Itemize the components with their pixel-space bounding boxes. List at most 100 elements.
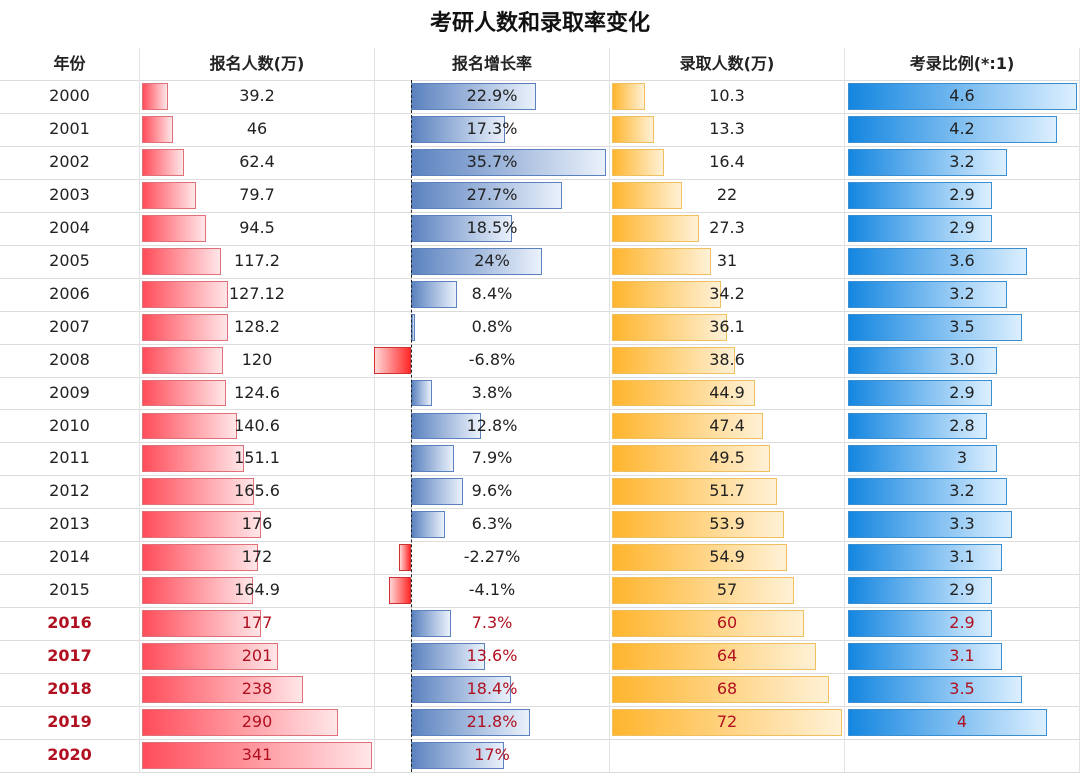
value-admitted: 64: [716, 646, 738, 666]
value-year: 2007: [49, 316, 90, 336]
value-registrants: 127.12: [229, 283, 285, 303]
value-admitted: 16.4: [709, 151, 745, 171]
cell-growth: 27.7%: [375, 178, 610, 212]
value-registrants: 120: [241, 349, 273, 369]
table-row: 2008 120 -6.8% 38.6 3.0: [0, 343, 1080, 378]
value-growth: 27.7%: [466, 184, 518, 204]
bar-registrants: [142, 742, 372, 769]
table-row: 2014 172 -2.27% 54.9 3.1: [0, 541, 1080, 576]
cell-growth: 13.6%: [375, 640, 610, 674]
growth-zero-axis: [411, 80, 412, 772]
value-registrants: 94.5: [239, 217, 275, 237]
cell-admitted: 27.3: [610, 211, 845, 245]
table-row: 2001 46 17.3% 13.3 4.2: [0, 112, 1080, 147]
value-admitted: 13.3: [709, 118, 745, 138]
bar-admitted: [612, 214, 700, 242]
cell-year: 2003: [0, 178, 140, 212]
cell-admitted: 54.9: [610, 541, 845, 575]
bar-ratio: [848, 148, 1008, 176]
value-registrants: 124.6: [234, 382, 280, 402]
value-year: 2002: [49, 151, 90, 171]
value-admitted: 38.6: [709, 349, 745, 369]
bar-ratio: [848, 643, 1003, 671]
header-growth: 报名增长率: [375, 48, 610, 80]
value-registrants: 164.9: [234, 580, 280, 600]
value-year: 2001: [49, 118, 90, 138]
cell-year: 2000: [0, 80, 140, 113]
cell-growth: 22.9%: [375, 80, 610, 113]
bar-admitted: [612, 478, 778, 506]
value-year: 2017: [47, 646, 92, 666]
value-ratio: 3.2: [949, 283, 975, 303]
cell-registrants: 62.4: [140, 145, 375, 179]
value-admitted: 22: [716, 184, 738, 204]
cell-registrants: 140.6: [140, 409, 375, 443]
value-ratio: 3.2: [949, 151, 975, 171]
bar-ratio: [848, 544, 1003, 572]
bar-ratio: [848, 181, 993, 209]
cell-registrants: 290: [140, 706, 375, 739]
cell-registrants: 176: [140, 508, 375, 542]
value-admitted: 49.5: [709, 448, 745, 468]
cell-growth: 6.3%: [375, 508, 610, 542]
bar-ratio: [848, 445, 998, 473]
value-ratio: 4: [956, 712, 968, 732]
bar-admitted: [612, 709, 842, 736]
bar-registrants: [142, 511, 261, 539]
bar-registrants: [142, 379, 227, 407]
cell-admitted: 16.4: [610, 145, 845, 179]
value-registrants: 177: [241, 613, 273, 633]
cell-admitted: 51.7: [610, 475, 845, 509]
value-year: 2013: [49, 514, 90, 534]
table-row: 2017 201 13.6% 64 3.1: [0, 640, 1080, 675]
bar-ratio: [848, 412, 988, 440]
cell-admitted: 47.4: [610, 409, 845, 443]
bar-admitted: [612, 148, 665, 176]
cell-ratio: 4.6: [845, 80, 1080, 113]
cell-registrants: 165.6: [140, 475, 375, 509]
bar-admitted: [612, 610, 804, 638]
cell-year: 2010: [0, 409, 140, 443]
value-admitted: 47.4: [709, 415, 745, 435]
bar-growth: [411, 181, 563, 209]
value-ratio: 2.8: [949, 415, 975, 435]
table-row: 2005 117.2 24% 31 3.6: [0, 244, 1080, 279]
cell-ratio: 2.8: [845, 409, 1080, 443]
bar-ratio: [848, 115, 1058, 143]
cell-admitted: 13.3: [610, 112, 845, 146]
header-row: 年份 报名人数(万) 报名增长率 录取人数(万) 考录比例(*:1): [0, 48, 1080, 81]
cell-year: 2005: [0, 244, 140, 278]
value-ratio: 3.5: [949, 679, 975, 699]
value-registrants: 201: [241, 646, 273, 666]
bar-growth: [373, 346, 411, 374]
table-row: 2018 238 18.4% 68 3.5: [0, 673, 1080, 708]
value-ratio: 3.0: [949, 349, 975, 369]
table-row: 2011 151.1 7.9% 49.5 3: [0, 442, 1080, 477]
bar-growth: [411, 214, 512, 242]
cell-admitted: 60: [610, 607, 845, 641]
bar-registrants: [142, 214, 206, 242]
value-admitted: 51.7: [709, 481, 745, 501]
value-registrants: 290: [241, 712, 273, 732]
bar-growth: [411, 709, 531, 736]
cell-year: 2007: [0, 310, 140, 344]
cell-registrants: 172: [140, 541, 375, 575]
bar-registrants: [142, 676, 303, 704]
value-year: 2005: [49, 250, 90, 270]
cell-ratio: 3.5: [845, 673, 1080, 707]
value-growth: 0.8%: [471, 316, 513, 336]
cell-admitted: 57: [610, 574, 845, 608]
cell-growth: 9.6%: [375, 475, 610, 509]
bar-admitted: [612, 181, 683, 209]
value-admitted: 27.3: [709, 217, 745, 237]
cell-growth: 24%: [375, 244, 610, 278]
table-row: 2016 177 7.3% 60 2.9: [0, 607, 1080, 642]
bar-ratio: [848, 709, 1048, 736]
bar-ratio: [848, 214, 993, 242]
table-row: 2000 39.2 22.9% 10.3 4.6: [0, 80, 1080, 114]
cell-ratio: 3.2: [845, 145, 1080, 179]
value-registrants: 172: [241, 547, 273, 567]
value-admitted: 57: [716, 580, 738, 600]
cell-ratio: 2.9: [845, 607, 1080, 641]
table-row: 2013 176 6.3% 53.9 3.3: [0, 508, 1080, 543]
